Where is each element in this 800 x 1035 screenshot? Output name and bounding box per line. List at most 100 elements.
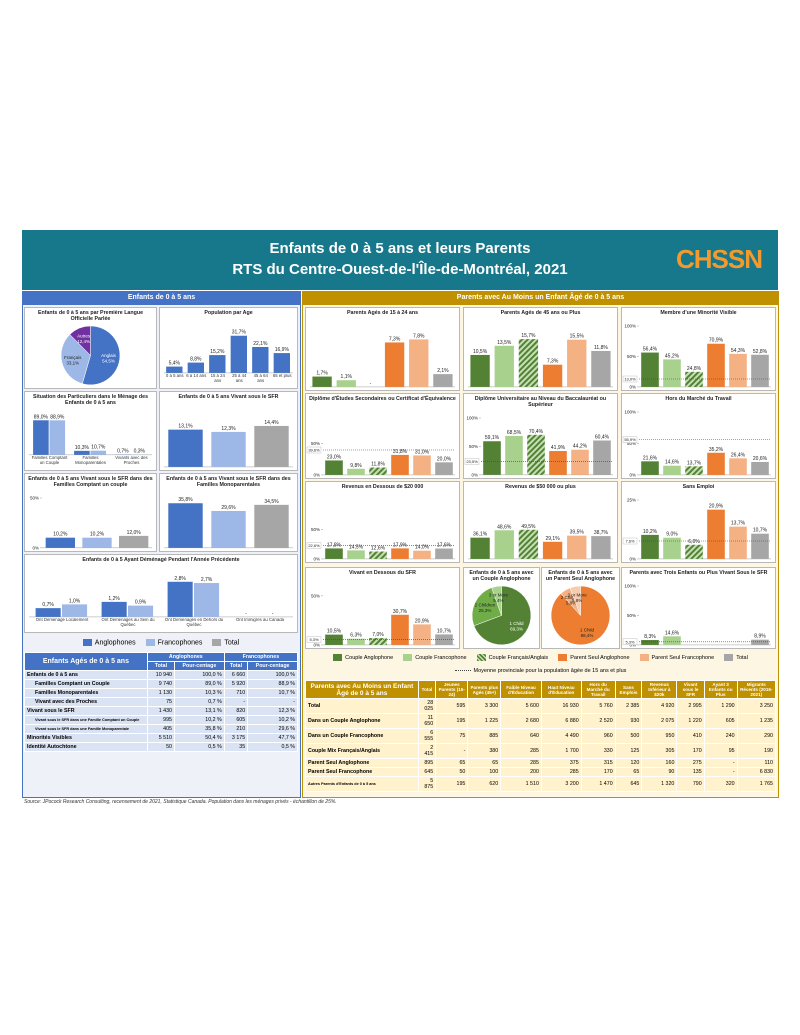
bar	[527, 434, 545, 475]
table-cell: 5 510	[146, 733, 176, 743]
value-label: 10,3%	[75, 445, 90, 451]
header-cell: Pour-centage	[247, 661, 298, 671]
bar	[470, 355, 490, 387]
bar	[391, 614, 409, 645]
chart-box: Parents Agés de 45 ans ou Plus 10,5% 13,5%…	[463, 307, 618, 391]
category-label-box: 15 à 24 ans	[211, 374, 225, 383]
slice-label: Anglais	[101, 353, 117, 358]
header: Enfants de 0 à 5 ans et leurs Parents RT…	[22, 230, 778, 290]
legend-label: Francophones	[157, 639, 203, 647]
legend-label: Couple Francophone	[415, 654, 467, 661]
chart: 13,1% 12,3% 14,4%	[164, 420, 293, 468]
value-label: 1,7%	[316, 371, 328, 377]
slice-label: 1 Child	[580, 628, 595, 633]
y-tick-label: 0%	[629, 385, 636, 390]
bar	[542, 364, 563, 387]
legend-label: Parent Seul Francophone	[651, 654, 715, 661]
value-label: 34,5%	[264, 499, 279, 505]
table-cell: 960	[580, 728, 616, 744]
bar	[413, 550, 431, 559]
x-tick-label: 65 et plus	[272, 374, 292, 378]
value-label: 1,0%	[69, 598, 81, 604]
chart-title: Revenus de $50 000 ou plus	[505, 484, 576, 490]
header-cell: Enfants Agés de 0 à 5 ans	[24, 652, 148, 671]
table-cell: 6 555	[417, 728, 437, 744]
table-cell: 28 025	[417, 698, 437, 714]
chart-title: Diplôme Universitaire au Niveau du Bacca…	[474, 396, 607, 409]
bar	[187, 362, 204, 373]
chart-title: Membre d'une Minorité Visible	[660, 310, 737, 316]
bar	[483, 441, 501, 475]
value-label: 49,5%	[521, 524, 536, 530]
table-cell: 710	[223, 688, 249, 698]
x-tick-label: 0 à 5 ans	[165, 374, 184, 378]
chart: 0%50%100%8,3%14,6%---8,9%5,3%	[622, 584, 771, 648]
bar	[494, 345, 514, 387]
y-tick-label: 50%	[627, 354, 636, 359]
slice-label: Autres	[77, 334, 91, 339]
reference-label: 55,9%	[624, 437, 636, 442]
chart: 0% 50% 23,0% 9,8% 11,8% 31,8% 31,0% 20,0% 39,6%	[306, 441, 455, 478]
value-label: 30,7%	[393, 609, 408, 615]
value-label: 68,5%	[507, 430, 522, 436]
chart: 0% 50% 10,2% 10,2% 12,0%	[30, 496, 152, 551]
legend-item: Total	[212, 639, 239, 647]
bar	[549, 451, 567, 475]
header-cell: Faible Niveau d'Éducation	[500, 680, 542, 699]
value-label: 23,0%	[327, 455, 342, 461]
table-cell: 13,1 %	[174, 706, 225, 716]
table-cell: 10,7 %	[247, 688, 298, 698]
table-cell: 2 415	[417, 743, 437, 759]
legend-swatch	[403, 653, 413, 661]
bar	[470, 537, 490, 559]
slice-value-label: 33,1%	[66, 361, 79, 366]
table-cell: Familles Monoparentales	[24, 688, 148, 698]
value-label: 8,8%	[190, 357, 202, 363]
legend-item: Couple Francophone	[403, 653, 467, 661]
value-label: 7,3%	[547, 359, 559, 365]
table-cell: 1 130	[146, 688, 176, 698]
chart: 0% 50% 17,8% 14,5% 12,6% 17,9% 14,0% 17,6% 22,6%	[306, 527, 455, 562]
table-cell: 100,0 %	[174, 670, 225, 680]
header-cell: Total	[223, 661, 249, 671]
value-label: 13,5%	[497, 340, 512, 346]
table-row: Vivant sous le SFR dans une Famille Comp…	[24, 715, 298, 725]
bar	[707, 343, 725, 387]
table-cell: 500	[614, 728, 643, 744]
chart-title: Enfants de 0 à 5 ans Vivant sous le SFR	[178, 394, 279, 400]
chart-box: Enfants de 0 à 5 ans Vivant sous le SFR …	[24, 473, 157, 552]
reference-label: 13,0%	[624, 377, 636, 382]
reference-label: 23,5%	[466, 459, 478, 464]
bar	[369, 551, 387, 559]
value-label: 20,0%	[437, 456, 452, 462]
legend-label: Total	[736, 654, 748, 661]
table-cell: -	[223, 697, 249, 707]
value-label: -	[272, 611, 274, 617]
table-cell: 885	[467, 728, 502, 744]
value-label: 31,8%	[393, 449, 408, 455]
value-label: 54,3%	[731, 348, 746, 354]
table-cell: Vivant avec des Proches	[24, 697, 148, 707]
bar	[663, 537, 681, 559]
chart-box: Diplôme Universitaire au Niveau du Bacca…	[463, 393, 618, 479]
chart-title: Enfants de 0 à 5 ans avec un Couple Angl…	[469, 570, 534, 583]
table-cell: 50,4 %	[174, 733, 225, 743]
header-cell: Ayant 3 Enfants ou Plus	[703, 680, 738, 699]
legend-item: Moyenne provinciale pour la population â…	[305, 668, 776, 674]
value-label: 20,9%	[415, 618, 430, 624]
table-cell: 65	[614, 767, 643, 777]
bar	[433, 374, 453, 387]
bar	[325, 460, 343, 475]
bar	[518, 339, 539, 387]
chart-box: Enfants de 0 à 5 ans avec un Couple Angl…	[463, 567, 540, 649]
value-label: 17,8%	[327, 543, 342, 549]
table-cell: 305	[641, 743, 678, 759]
table-cell: 10,3 %	[174, 688, 225, 698]
chart: 5,4% 0 à 5 ans 8,8% 6 à 14 ans 15,2% 15 à 24 …	[164, 330, 293, 383]
bar	[391, 548, 409, 559]
value-label: 35,2%	[709, 447, 724, 453]
value-label: 29,1%	[545, 536, 560, 542]
value-label: 29,6%	[221, 505, 236, 511]
table-cell: 950	[641, 728, 678, 744]
table-cell: Familles Comptant un Couple	[24, 679, 148, 689]
